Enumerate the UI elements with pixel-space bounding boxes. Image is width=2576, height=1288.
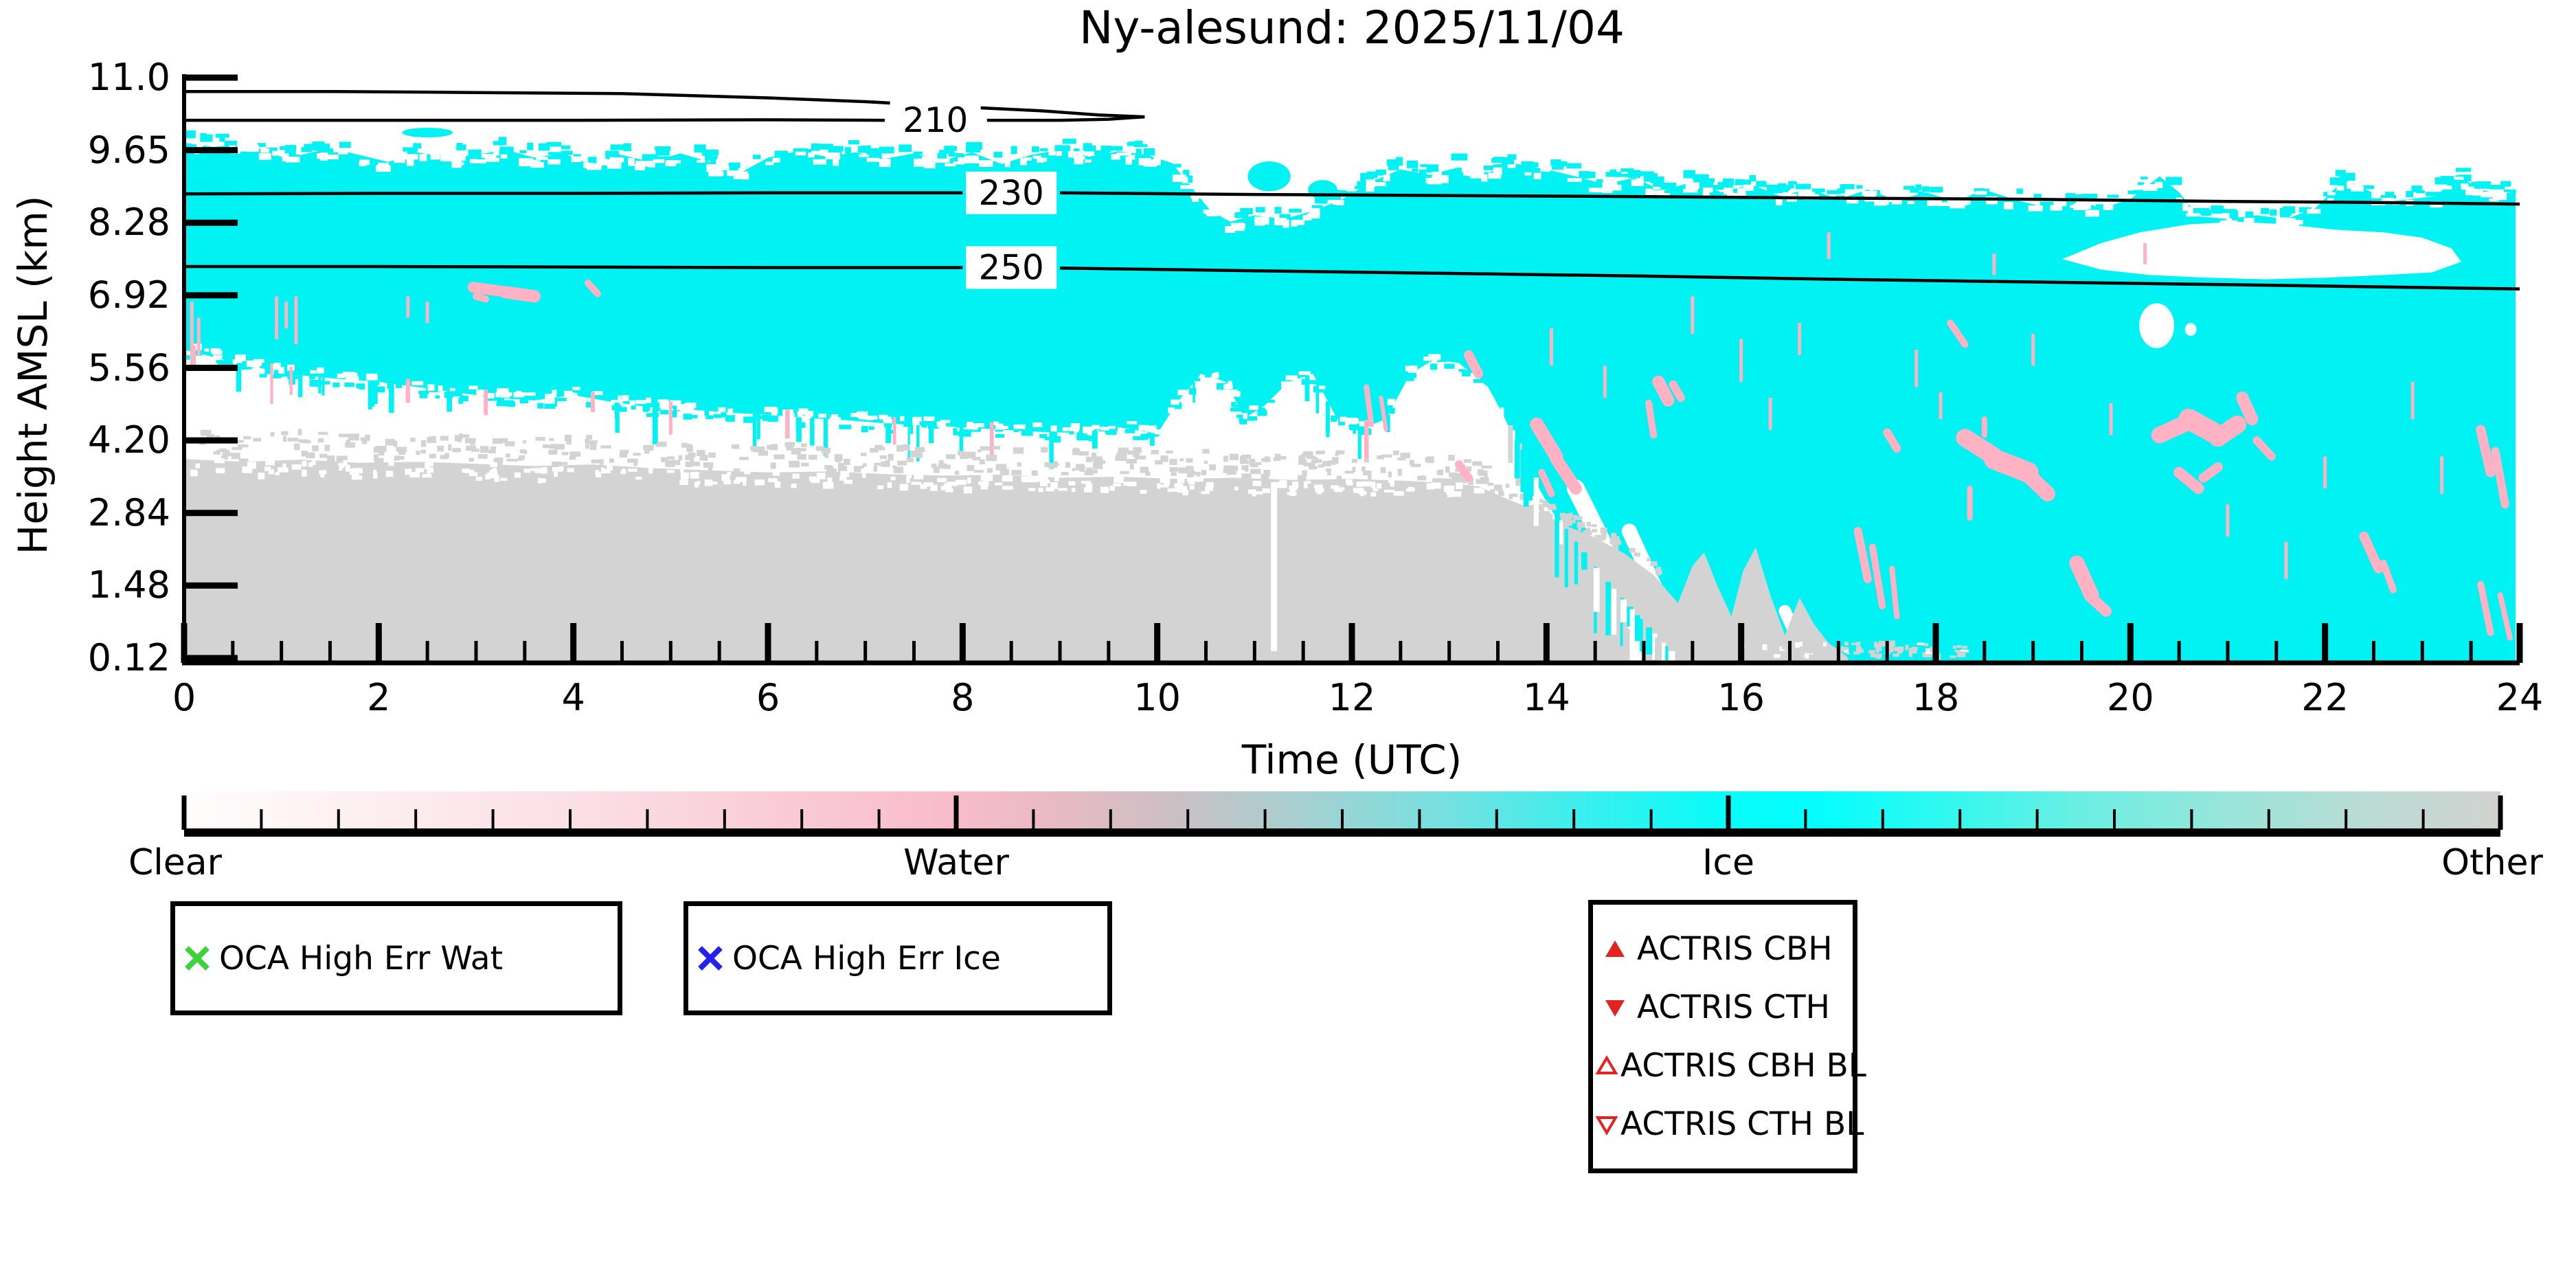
colorbar-label-clear: Clear [128, 842, 222, 883]
triangle-up-open-icon [1593, 1052, 1620, 1080]
x-marker-green-icon [175, 943, 219, 973]
water-patch [2020, 467, 2055, 501]
chart-title: Ny-alesund: 2025/11/04 [1078, 1, 1625, 54]
contour-250 [1059, 267, 2520, 291]
water-patch [2173, 466, 2204, 495]
water-patch [1868, 543, 1886, 609]
other-region [184, 459, 1849, 661]
water-patch [2208, 415, 2247, 447]
contour-230 [1059, 191, 2520, 206]
water-patch [2476, 425, 2496, 477]
contour-label-250: 250 [978, 248, 1043, 288]
contour-label-230: 230 [978, 173, 1043, 213]
x-tick-20: 20 [2106, 676, 2154, 719]
x-marker-blue-icon [688, 943, 732, 973]
water-patch [473, 293, 490, 303]
y-tick-11.0: 11.0 [87, 56, 170, 99]
water-patch [2359, 531, 2384, 574]
legend-label: ACTRIS CBH [1637, 930, 1833, 968]
water-patch [2198, 462, 2223, 483]
contour-210 [184, 89, 1145, 119]
contour-230 [184, 191, 963, 196]
y-tick-5.56: 5.56 [87, 346, 170, 389]
colorbar-label-water: Water [903, 842, 1009, 883]
legend-label: ACTRIS CTH [1637, 988, 1831, 1026]
x-tick-6: 6 [756, 676, 780, 719]
colorbar-label-ice: Ice [1702, 842, 1754, 883]
water-patch [2069, 555, 2099, 603]
water-patch [1464, 350, 1484, 379]
triangle-down-filled-icon [1593, 994, 1637, 1021]
clear-hole [2062, 221, 2461, 280]
water-patch [1645, 399, 1658, 439]
legend-actris: ACTRIS CBH ACTRIS CTH ACTRIS CBH BL ACTR… [1588, 900, 1866, 1173]
water-patch [1379, 396, 1388, 432]
x-tick-24: 24 [2496, 676, 2544, 719]
water-patch [1454, 460, 1473, 482]
contour-250 [184, 264, 963, 269]
y-tick-2.84: 2.84 [87, 490, 170, 534]
y-tick-9.65: 9.65 [87, 128, 170, 172]
legend-label: OCA High Err Ice [732, 939, 1001, 978]
water-patch [2086, 592, 2112, 617]
colorbar [181, 791, 2503, 837]
triangle-up-filled-icon [1593, 936, 1637, 963]
x-tick-8: 8 [951, 676, 975, 719]
legend-label: ACTRIS CBH BL [1620, 1047, 1866, 1085]
axes [181, 74, 2523, 666]
x-tick-16: 16 [1717, 676, 1765, 719]
y-tick-6.92: 6.92 [87, 273, 170, 317]
water-patch [2477, 580, 2494, 636]
y-tick-8.28: 8.28 [87, 201, 170, 245]
water-patch [1538, 468, 1555, 497]
x-tick-2: 2 [367, 676, 391, 719]
colorbar-label-other: Other [2441, 842, 2543, 883]
water-patch [2252, 436, 2276, 461]
water-patch [1883, 428, 1901, 453]
water-patch [584, 280, 602, 297]
water-patch [499, 286, 541, 303]
water-patch [1364, 384, 1375, 427]
water-patch [1853, 527, 1872, 584]
contour-210 [986, 115, 1145, 122]
x-tick-12: 12 [1328, 676, 1376, 719]
water-patch [1669, 380, 1685, 403]
water-patch [2380, 559, 2397, 594]
water-patch [1530, 417, 1563, 464]
legend-oca-wat: OCA High Err Wat [170, 901, 622, 1015]
x-tick-22: 22 [2301, 676, 2349, 719]
y-tick-4.20: 4.20 [87, 418, 170, 462]
legend-oca-ice: OCA High Err Ice [683, 901, 1112, 1015]
water-patch [1550, 453, 1582, 495]
y-tick-1.48: 1.48 [87, 563, 170, 607]
ice-region [184, 142, 2520, 662]
x-tick-14: 14 [1522, 676, 1570, 719]
x-tick-10: 10 [1133, 676, 1182, 719]
x-tick-4: 4 [561, 676, 585, 719]
x-tick-18: 18 [1912, 676, 1960, 719]
water-patch [2491, 447, 2509, 509]
water-patch [1889, 565, 1900, 620]
x-axis-label: Time (UTC) [1241, 736, 1462, 783]
x-tick-0: 0 [172, 676, 196, 719]
water-patch [2497, 592, 2513, 641]
legend-label: OCA High Err Wat [219, 939, 504, 978]
legend-label: ACTRIS CTH BL [1620, 1105, 1864, 1143]
water-patch [1652, 375, 1675, 407]
y-tick-0.12: 0.12 [87, 636, 170, 679]
water-patch [467, 282, 506, 297]
contour-label-210: 210 [903, 100, 968, 140]
water-patch [1947, 319, 1969, 348]
triangle-down-open-icon [1593, 1111, 1620, 1138]
water-patch [2236, 392, 2259, 426]
